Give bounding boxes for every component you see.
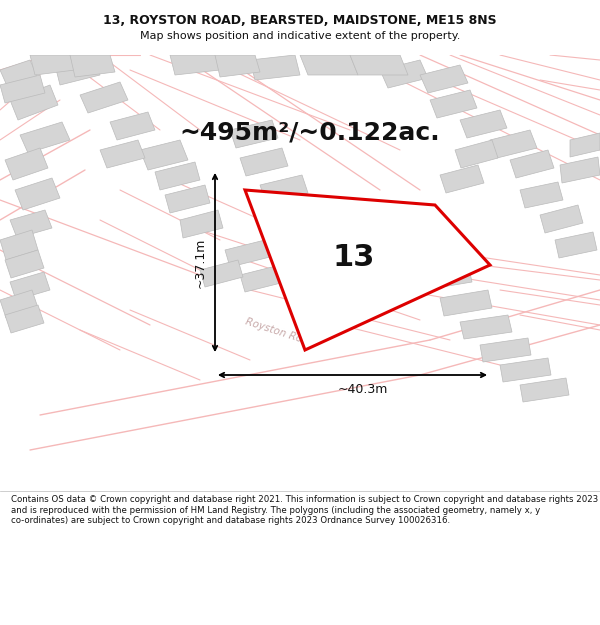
- Polygon shape: [300, 55, 358, 75]
- Polygon shape: [20, 122, 70, 153]
- Polygon shape: [270, 200, 316, 228]
- Polygon shape: [510, 150, 554, 178]
- Polygon shape: [55, 55, 100, 85]
- Polygon shape: [350, 55, 408, 75]
- Polygon shape: [440, 290, 492, 316]
- Polygon shape: [0, 290, 38, 318]
- Polygon shape: [215, 55, 260, 77]
- Text: 13, ROYSTON ROAD, BEARSTED, MAIDSTONE, ME15 8NS: 13, ROYSTON ROAD, BEARSTED, MAIDSTONE, M…: [103, 14, 497, 27]
- Text: Royston Road: Royston Road: [244, 316, 316, 348]
- Polygon shape: [110, 112, 155, 140]
- Polygon shape: [520, 378, 569, 402]
- Polygon shape: [460, 315, 512, 339]
- Polygon shape: [5, 148, 48, 180]
- Polygon shape: [480, 338, 531, 362]
- Polygon shape: [140, 140, 188, 170]
- Polygon shape: [10, 210, 52, 238]
- Polygon shape: [180, 210, 223, 238]
- Polygon shape: [15, 178, 60, 210]
- Polygon shape: [560, 157, 600, 183]
- Polygon shape: [225, 240, 270, 267]
- Text: 13: 13: [332, 243, 375, 272]
- Polygon shape: [0, 60, 38, 88]
- Polygon shape: [490, 130, 537, 158]
- Polygon shape: [430, 90, 477, 118]
- Text: ~40.3m: ~40.3m: [337, 383, 388, 396]
- Polygon shape: [100, 140, 145, 168]
- Text: Contains OS data © Crown copyright and database right 2021. This information is : Contains OS data © Crown copyright and d…: [11, 496, 598, 525]
- Polygon shape: [5, 305, 44, 333]
- Polygon shape: [380, 60, 428, 88]
- Polygon shape: [155, 162, 200, 190]
- Polygon shape: [10, 85, 58, 120]
- Polygon shape: [500, 358, 551, 382]
- Polygon shape: [10, 272, 50, 300]
- Polygon shape: [0, 75, 45, 103]
- Text: Map shows position and indicative extent of the property.: Map shows position and indicative extent…: [140, 31, 460, 41]
- Polygon shape: [440, 165, 484, 193]
- Polygon shape: [420, 65, 468, 93]
- Polygon shape: [240, 265, 285, 292]
- Polygon shape: [165, 185, 210, 213]
- Polygon shape: [520, 182, 563, 208]
- Polygon shape: [230, 120, 278, 148]
- Text: ~495m²/~0.122ac.: ~495m²/~0.122ac.: [179, 120, 440, 144]
- Polygon shape: [400, 237, 452, 263]
- Polygon shape: [390, 212, 445, 238]
- Polygon shape: [250, 55, 300, 80]
- Text: ~37.1m: ~37.1m: [194, 238, 207, 288]
- Polygon shape: [555, 232, 597, 258]
- Polygon shape: [540, 205, 583, 233]
- Polygon shape: [570, 133, 600, 157]
- Polygon shape: [200, 260, 243, 287]
- Polygon shape: [80, 82, 128, 113]
- Polygon shape: [70, 55, 115, 77]
- Polygon shape: [260, 175, 308, 203]
- Polygon shape: [240, 148, 288, 176]
- Polygon shape: [455, 140, 498, 168]
- Polygon shape: [0, 230, 38, 260]
- Polygon shape: [460, 110, 507, 138]
- Polygon shape: [5, 250, 44, 278]
- Polygon shape: [170, 55, 220, 75]
- Polygon shape: [420, 264, 472, 290]
- Polygon shape: [30, 55, 75, 75]
- Polygon shape: [245, 190, 490, 350]
